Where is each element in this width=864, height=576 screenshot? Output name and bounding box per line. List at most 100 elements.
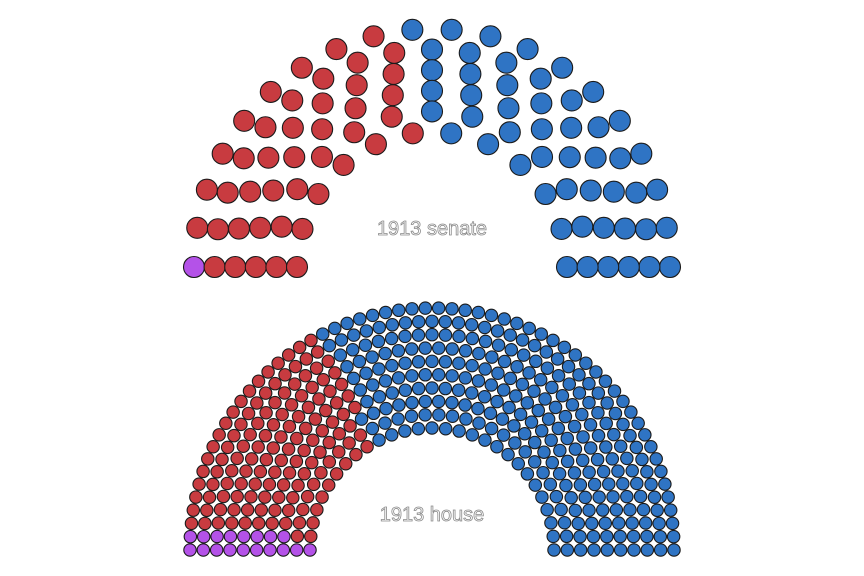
house-seat-party-2 xyxy=(234,394,248,409)
house-seat-party-3 xyxy=(360,394,374,409)
house-seat-party-3 xyxy=(616,394,630,409)
house-seat-party-3 xyxy=(538,392,552,406)
house-seat-party-3 xyxy=(616,476,630,491)
senate-seat-party-2 xyxy=(401,122,424,145)
house-seat-party-2 xyxy=(313,445,327,459)
house-seat-party-2 xyxy=(241,406,256,421)
senate-seat-party-2 xyxy=(310,145,334,169)
house-seat-party-2 xyxy=(323,384,337,399)
house-seat-party-2 xyxy=(274,430,288,444)
house-seat-party-3 xyxy=(560,454,575,469)
house-seat-party-3 xyxy=(596,464,611,479)
senate-seat-party-3 xyxy=(555,255,579,279)
house-seat-party-2 xyxy=(315,490,329,504)
senate-seat-party-3 xyxy=(630,142,653,165)
house-seat-party-3 xyxy=(452,329,466,344)
senate-seat-party-3 xyxy=(420,59,444,82)
house-seat-party-3 xyxy=(559,529,574,544)
house-seat-party-2 xyxy=(234,417,248,432)
house-seat-party-2 xyxy=(227,503,241,517)
house-seat-party-3 xyxy=(649,452,663,466)
house-seat-party-2 xyxy=(291,409,306,424)
senate-seat-party-2 xyxy=(343,121,366,144)
senate-seat-party-3 xyxy=(461,105,484,128)
house-seat-party-3 xyxy=(485,350,499,364)
house-seat-party-3 xyxy=(346,371,361,386)
senate-seat-party-2 xyxy=(286,178,309,201)
senate-seat-party-3 xyxy=(550,217,573,241)
senate-seat-party-3 xyxy=(658,255,682,279)
house-seat-party-3 xyxy=(484,308,499,323)
senate-seat-party-3 xyxy=(401,18,424,41)
house-seat-party-3 xyxy=(334,333,349,347)
house-seat-party-3 xyxy=(392,303,406,318)
house-seat-party-3 xyxy=(582,395,596,410)
house-seat-party-2 xyxy=(321,478,336,492)
house-seat-party-2 xyxy=(278,368,292,382)
senate-seat-party-3 xyxy=(587,116,610,139)
house-seat-party-3 xyxy=(345,343,360,357)
house-seat-party-3 xyxy=(465,331,480,346)
house-seat-party-2 xyxy=(261,365,275,379)
house-seat-party-1 xyxy=(196,529,211,544)
house-seat-party-3 xyxy=(590,452,605,467)
house-seat-party-2 xyxy=(301,400,316,415)
senate-seat-party-3 xyxy=(560,89,583,112)
house-seat-party-2 xyxy=(304,529,318,544)
senate-seat-party-2 xyxy=(307,182,330,206)
house-seat-party-2 xyxy=(334,377,349,392)
house-seat-party-3 xyxy=(522,321,536,336)
house-seat-party-2 xyxy=(254,503,269,517)
house-seat-party-3 xyxy=(589,365,603,379)
house-seat-party-2 xyxy=(219,416,233,431)
house-seat-party-3 xyxy=(484,378,499,392)
house-seat-party-2 xyxy=(286,491,300,505)
house-seat-party-3 xyxy=(560,543,575,557)
senate-seat-party-3 xyxy=(655,216,678,239)
house-seat-party-3 xyxy=(333,348,348,362)
house-seat-party-2 xyxy=(192,477,206,491)
house-seat-party-2 xyxy=(220,440,235,455)
senate-seat-party-2 xyxy=(382,62,405,86)
house-seat-party-3 xyxy=(315,327,330,341)
senate-seat-party-3 xyxy=(584,146,607,169)
house-seat-party-3 xyxy=(654,464,668,479)
senate-seat-party-2 xyxy=(265,255,288,279)
house-seat-party-3 xyxy=(378,305,393,320)
house-seat-party-3 xyxy=(598,374,613,388)
house-seat-party-2 xyxy=(348,400,362,415)
house-seat-party-3 xyxy=(372,362,386,376)
house-seat-party-3 xyxy=(527,435,542,450)
house-seat-party-3 xyxy=(358,338,373,352)
house-seat-party-2 xyxy=(186,503,201,517)
house-seat-party-3 xyxy=(575,453,590,468)
house-seat-party-3 xyxy=(546,529,560,544)
house-seat-party-3 xyxy=(490,439,504,454)
house-seat-party-3 xyxy=(365,421,380,436)
house-seat-party-3 xyxy=(554,502,568,517)
house-seat-party-3 xyxy=(431,394,446,409)
house-seat-party-3 xyxy=(613,543,628,557)
house-seat-party-2 xyxy=(298,421,313,436)
house-seat-party-3 xyxy=(502,400,516,415)
house-seat-party-3 xyxy=(366,406,381,421)
house-seat-party-3 xyxy=(633,489,648,504)
house-seat-party-2 xyxy=(297,443,311,458)
house-seat-party-3 xyxy=(663,503,678,517)
house-seat-party-3 xyxy=(527,338,542,353)
house-seat-party-1 xyxy=(289,543,304,557)
house-seat-party-3 xyxy=(541,412,556,426)
house-seat-party-3 xyxy=(600,396,614,410)
house-seat-party-3 xyxy=(666,529,681,544)
house-seat-party-2 xyxy=(230,451,244,466)
house-seat-party-3 xyxy=(579,356,593,370)
house-seat-party-2 xyxy=(325,415,340,429)
house-seat-party-3 xyxy=(340,360,354,374)
house-seat-party-3 xyxy=(322,338,337,353)
house-seat-party-2 xyxy=(281,503,296,518)
senate-seat-party-3 xyxy=(558,146,581,169)
house-seat-party-3 xyxy=(536,465,550,480)
house-seat-party-3 xyxy=(510,360,524,374)
house-seat-party-1 xyxy=(223,529,238,544)
house-seat-party-3 xyxy=(340,316,354,331)
